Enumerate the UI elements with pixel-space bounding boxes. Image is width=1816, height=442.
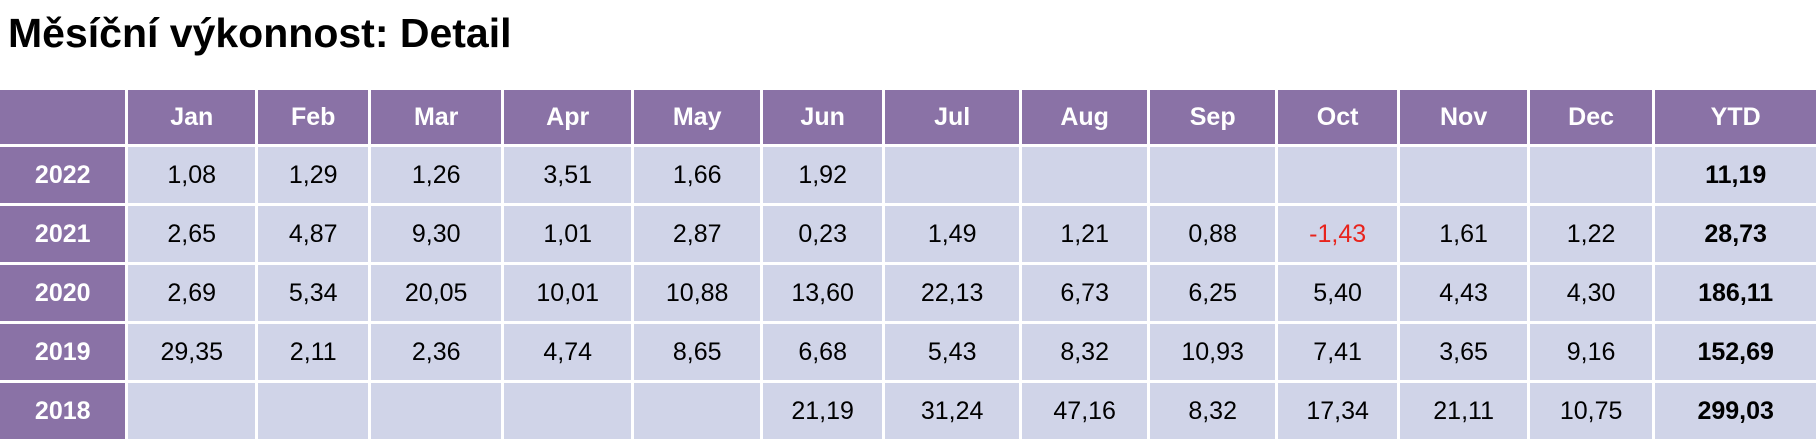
ytd-cell: 28,73 xyxy=(1655,206,1816,262)
column-header: Mar xyxy=(371,90,501,144)
column-header: Feb xyxy=(257,90,369,144)
value-cell: 2,65 xyxy=(128,206,255,262)
value-cell: 21,11 xyxy=(1400,383,1527,439)
value-cell: 4,30 xyxy=(1529,265,1653,321)
value-cell: 10,75 xyxy=(1529,383,1653,439)
value-cell: 4,87 xyxy=(257,206,369,262)
value-cell: 5,43 xyxy=(885,324,1019,380)
ytd-cell: 152,69 xyxy=(1655,324,1816,380)
value-cell: 1,92 xyxy=(762,147,883,203)
value-cell: 10,01 xyxy=(503,265,632,321)
value-cell: 7,41 xyxy=(1277,324,1398,380)
row-header: 2021 xyxy=(0,206,126,262)
column-header: Aug xyxy=(1021,90,1148,144)
value-cell: 31,24 xyxy=(885,383,1019,439)
empty-cell xyxy=(634,383,760,439)
value-cell: 21,19 xyxy=(762,383,883,439)
value-cell: 10,88 xyxy=(634,265,760,321)
performance-table: Jan Feb Mar Apr May Jun Jul Aug Sep Oct Nov Dec YTD 2… xyxy=(0,90,1816,439)
empty-cell xyxy=(371,383,501,439)
value-cell: 2,36 xyxy=(371,324,501,380)
empty-cell xyxy=(1529,147,1653,203)
row-header: 2019 xyxy=(0,324,126,380)
row-header: 2020 xyxy=(0,265,126,321)
empty-cell xyxy=(257,383,369,439)
value-cell: 6,25 xyxy=(1150,265,1275,321)
value-cell: 1,08 xyxy=(128,147,255,203)
column-header: Sep xyxy=(1150,90,1275,144)
value-cell: 1,49 xyxy=(885,206,1019,262)
column-header: Jan xyxy=(128,90,255,144)
column-header: Nov xyxy=(1400,90,1527,144)
empty-cell xyxy=(1021,147,1148,203)
column-header: May xyxy=(634,90,760,144)
ytd-cell: 11,19 xyxy=(1655,147,1816,203)
value-cell: 4,74 xyxy=(503,324,632,380)
value-cell: 22,13 xyxy=(885,265,1019,321)
value-cell: 1,22 xyxy=(1529,206,1653,262)
value-cell: 1,21 xyxy=(1021,206,1148,262)
column-header: Apr xyxy=(503,90,632,144)
value-cell: 2,11 xyxy=(257,324,369,380)
column-header: Oct xyxy=(1277,90,1398,144)
value-cell: 0,23 xyxy=(762,206,883,262)
value-cell: 29,35 xyxy=(128,324,255,380)
value-cell: 2,87 xyxy=(634,206,760,262)
row-header: 2022 xyxy=(0,147,126,203)
empty-cell xyxy=(1277,147,1398,203)
column-header: YTD xyxy=(1655,90,1816,144)
column-header: Jul xyxy=(885,90,1019,144)
value-cell: 6,68 xyxy=(762,324,883,380)
value-cell: -1,43 xyxy=(1277,206,1398,262)
value-cell: 1,29 xyxy=(257,147,369,203)
value-cell: 1,01 xyxy=(503,206,632,262)
ytd-cell: 299,03 xyxy=(1655,383,1816,439)
value-cell: 5,40 xyxy=(1277,265,1398,321)
value-cell: 8,32 xyxy=(1150,383,1275,439)
row-header: 2018 xyxy=(0,383,126,439)
value-cell: 1,26 xyxy=(371,147,501,203)
value-cell: 9,30 xyxy=(371,206,501,262)
value-cell: 13,60 xyxy=(762,265,883,321)
value-cell: 4,43 xyxy=(1400,265,1527,321)
ytd-cell: 186,11 xyxy=(1655,265,1816,321)
value-cell: 8,65 xyxy=(634,324,760,380)
column-header: Dec xyxy=(1529,90,1653,144)
value-cell: 9,16 xyxy=(1529,324,1653,380)
corner-cell xyxy=(0,90,126,144)
value-cell: 10,93 xyxy=(1150,324,1275,380)
value-cell: 17,34 xyxy=(1277,383,1398,439)
value-cell: 2,69 xyxy=(128,265,255,321)
value-cell: 20,05 xyxy=(371,265,501,321)
value-cell: 5,34 xyxy=(257,265,369,321)
value-cell: 47,16 xyxy=(1021,383,1148,439)
title: Měsíční výkonnost: Detail xyxy=(8,10,512,56)
empty-cell xyxy=(885,147,1019,203)
empty-cell xyxy=(128,383,255,439)
column-header: Jun xyxy=(762,90,883,144)
value-cell: 1,66 xyxy=(634,147,760,203)
value-cell: 6,73 xyxy=(1021,265,1148,321)
value-cell: 3,51 xyxy=(503,147,632,203)
value-cell: 3,65 xyxy=(1400,324,1527,380)
value-cell: 1,61 xyxy=(1400,206,1527,262)
empty-cell xyxy=(1400,147,1527,203)
value-cell: 8,32 xyxy=(1021,324,1148,380)
empty-cell xyxy=(503,383,632,439)
value-cell: 0,88 xyxy=(1150,206,1275,262)
empty-cell xyxy=(1150,147,1275,203)
